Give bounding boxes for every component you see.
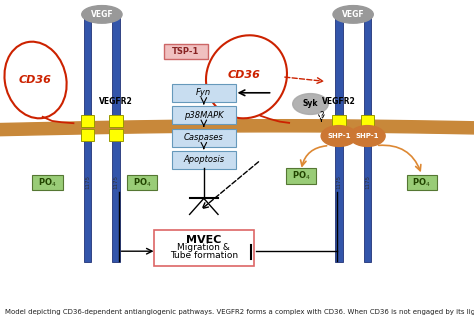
- FancyBboxPatch shape: [84, 134, 91, 262]
- FancyBboxPatch shape: [109, 115, 123, 127]
- Text: PO$_4$: PO$_4$: [38, 176, 57, 189]
- Text: VEGF: VEGF: [342, 10, 365, 19]
- FancyBboxPatch shape: [361, 129, 374, 141]
- Text: VEGF: VEGF: [91, 10, 113, 19]
- FancyBboxPatch shape: [335, 134, 343, 262]
- Text: CD36: CD36: [228, 70, 261, 80]
- Text: MVEC: MVEC: [186, 235, 221, 245]
- Text: 1175: 1175: [365, 175, 370, 189]
- Text: CD36: CD36: [18, 75, 51, 85]
- FancyBboxPatch shape: [109, 129, 123, 141]
- FancyBboxPatch shape: [361, 115, 374, 127]
- FancyBboxPatch shape: [127, 175, 157, 190]
- FancyBboxPatch shape: [112, 134, 120, 262]
- Ellipse shape: [333, 6, 374, 23]
- FancyBboxPatch shape: [172, 151, 236, 169]
- FancyBboxPatch shape: [81, 129, 94, 141]
- FancyBboxPatch shape: [84, 13, 91, 125]
- FancyBboxPatch shape: [364, 134, 371, 262]
- FancyBboxPatch shape: [164, 44, 208, 59]
- Ellipse shape: [321, 125, 356, 147]
- FancyBboxPatch shape: [286, 168, 316, 184]
- FancyBboxPatch shape: [364, 13, 371, 125]
- FancyBboxPatch shape: [332, 129, 346, 141]
- FancyBboxPatch shape: [172, 129, 236, 147]
- FancyBboxPatch shape: [81, 115, 94, 127]
- Text: PO$_4$: PO$_4$: [133, 176, 152, 189]
- FancyBboxPatch shape: [335, 13, 343, 125]
- Text: PO$_4$: PO$_4$: [412, 176, 431, 189]
- FancyBboxPatch shape: [172, 106, 236, 124]
- Text: PO$_4$: PO$_4$: [292, 170, 310, 182]
- Ellipse shape: [350, 125, 385, 147]
- Text: SHP-1: SHP-1: [327, 133, 351, 139]
- Text: Syk: Syk: [303, 99, 318, 108]
- Ellipse shape: [293, 93, 328, 114]
- Text: TSP-1: TSP-1: [173, 47, 200, 56]
- FancyBboxPatch shape: [154, 230, 254, 266]
- Text: Fyn: Fyn: [196, 88, 211, 97]
- Text: VEGFR2: VEGFR2: [322, 97, 356, 106]
- Text: Apoptosis: Apoptosis: [183, 156, 224, 164]
- FancyBboxPatch shape: [32, 175, 63, 190]
- Ellipse shape: [82, 6, 122, 23]
- FancyBboxPatch shape: [172, 84, 236, 102]
- Text: VEGFR2: VEGFR2: [99, 97, 133, 106]
- FancyBboxPatch shape: [332, 115, 346, 127]
- Text: 1175: 1175: [85, 175, 90, 189]
- Text: Caspases: Caspases: [184, 133, 224, 142]
- FancyBboxPatch shape: [407, 175, 437, 190]
- FancyBboxPatch shape: [112, 13, 120, 125]
- Text: p38MAPK: p38MAPK: [184, 111, 224, 120]
- Text: 1175: 1175: [337, 175, 341, 189]
- Text: 1175: 1175: [114, 175, 118, 189]
- Text: ?: ?: [319, 111, 324, 120]
- Text: SHP-1: SHP-1: [356, 133, 379, 139]
- Text: Tube formation: Tube formation: [170, 252, 238, 260]
- Text: Model depicting CD36-dependent antiangiogenic pathways. VEGFR2 forms a complex w: Model depicting CD36-dependent antiangio…: [5, 309, 474, 315]
- Text: Migration &: Migration &: [177, 244, 230, 252]
